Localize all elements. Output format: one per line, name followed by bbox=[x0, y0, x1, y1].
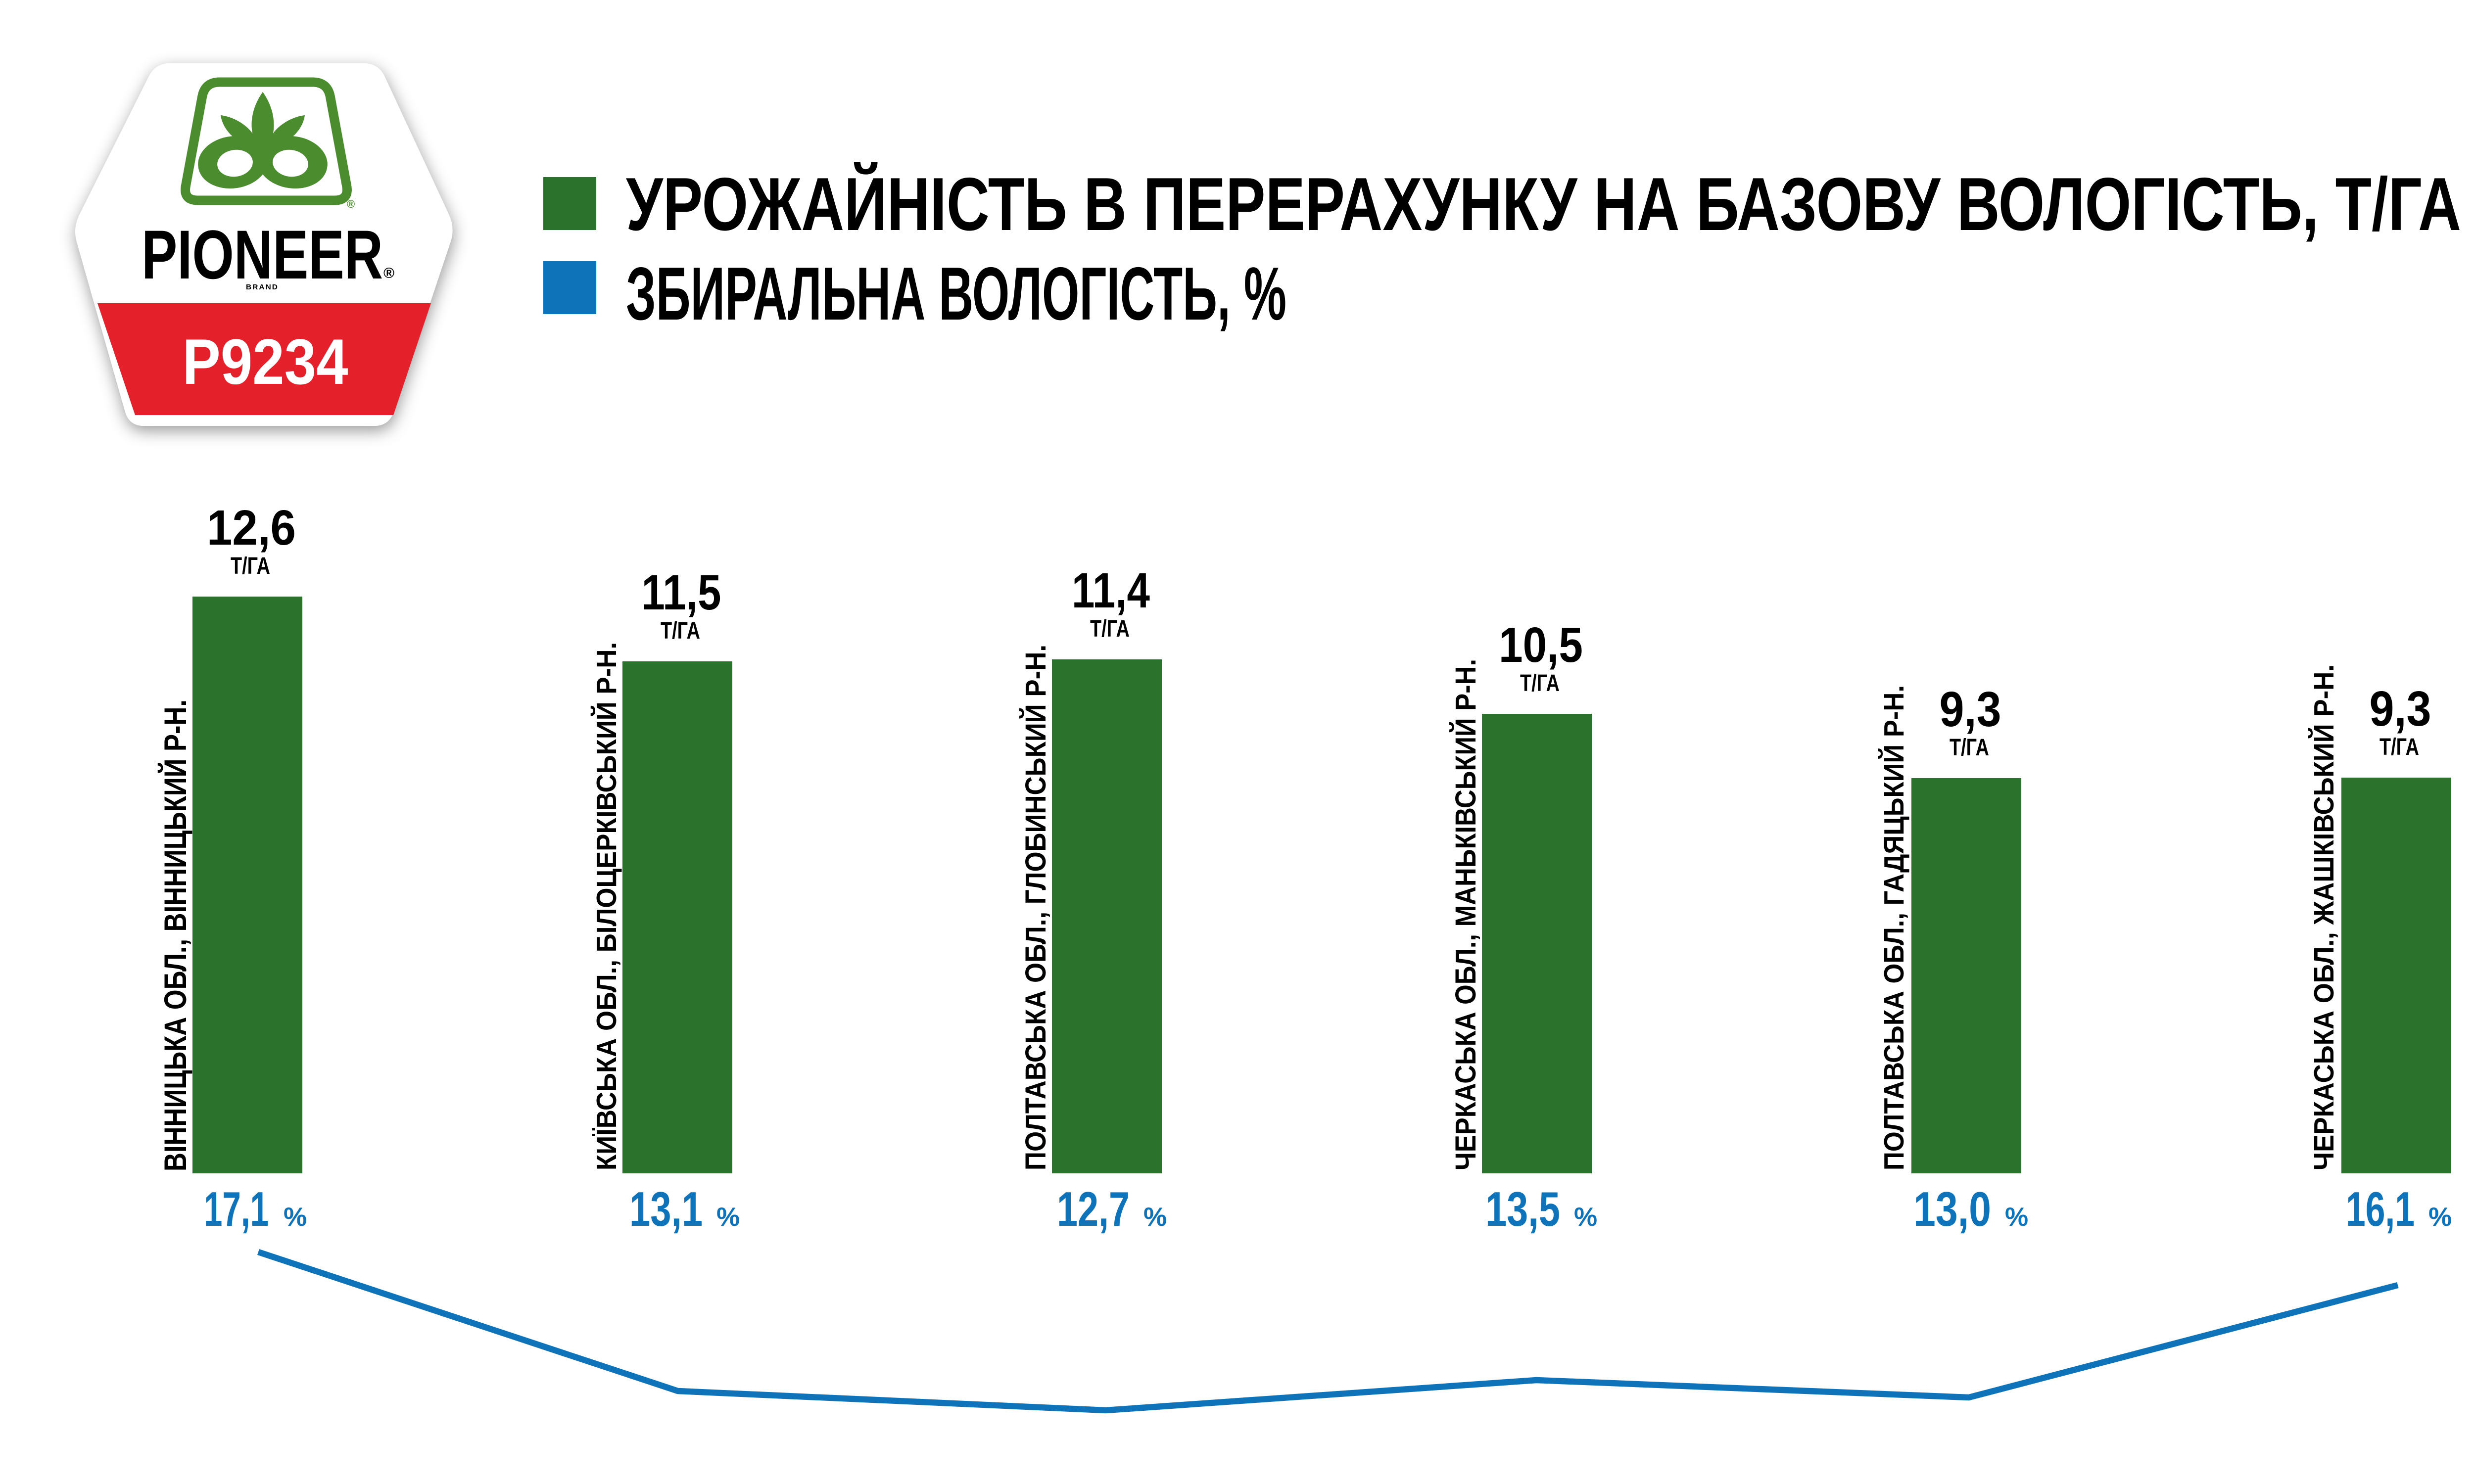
svg-text:11,5: 11,5 bbox=[642, 565, 721, 620]
svg-text:%: % bbox=[1143, 1203, 1167, 1232]
svg-text:ВІННИЦЬКА ОБЛ., ВІННИЦЬКИЙ Р-Н: ВІННИЦЬКА ОБЛ., ВІННИЦЬКИЙ Р-Н. bbox=[158, 699, 193, 1171]
svg-text:%: % bbox=[2005, 1203, 2028, 1232]
svg-text:13,5: 13,5 bbox=[1485, 1182, 1560, 1236]
svg-text:%: % bbox=[284, 1203, 307, 1232]
svg-text:Т/ГА: Т/ГА bbox=[1090, 616, 1130, 642]
svg-text:%: % bbox=[716, 1203, 740, 1232]
svg-text:10,5: 10,5 bbox=[1499, 617, 1583, 673]
svg-text:PIONEER: PIONEER bbox=[142, 216, 383, 293]
svg-text:13,1: 13,1 bbox=[629, 1182, 703, 1236]
svg-text:Т/ГА: Т/ГА bbox=[2379, 734, 2419, 760]
svg-text:ЧЕРКАСЬКА ОБЛ., ЖАШКІВСЬКИЙ Р-: ЧЕРКАСЬКА ОБЛ., ЖАШКІВСЬКИЙ Р-Н. bbox=[2308, 664, 2340, 1170]
svg-text:ПОЛТАВСЬКА ОБЛ., ГЛОБИНСЬКИЙ Р: ПОЛТАВСЬКА ОБЛ., ГЛОБИНСЬКИЙ Р-Н. bbox=[1020, 645, 1052, 1170]
svg-text:ЗБИРАЛЬНА ВОЛОГІСТЬ, %: ЗБИРАЛЬНА ВОЛОГІСТЬ, % bbox=[626, 252, 1286, 336]
svg-text:КИЇВСЬКА ОБЛ., БІЛОЦЕРКІВСЬКИЙ: КИЇВСЬКА ОБЛ., БІЛОЦЕРКІВСЬКИЙ Р-Н. bbox=[590, 642, 622, 1170]
svg-text:ЧЕРКАСЬКА ОБЛ., МАНЬКІВСЬКИЙ Р: ЧЕРКАСЬКА ОБЛ., МАНЬКІВСЬКИЙ Р-Н. bbox=[1450, 659, 1482, 1170]
svg-text:%: % bbox=[2428, 1203, 2452, 1232]
svg-text:УРОЖАЙНІСТЬ В ПЕРЕРАХУНКУ НА Б: УРОЖАЙНІСТЬ В ПЕРЕРАХУНКУ НА БАЗОВУ ВОЛО… bbox=[626, 162, 2461, 246]
svg-text:9,3: 9,3 bbox=[1940, 682, 2001, 737]
svg-text:P9234: P9234 bbox=[183, 325, 348, 398]
svg-text:ПОЛТАВСЬКА ОБЛ., ГАДЯЦЬКИЙ Р-Н: ПОЛТАВСЬКА ОБЛ., ГАДЯЦЬКИЙ Р-Н. bbox=[1878, 685, 1910, 1170]
svg-text:BRAND: BRAND bbox=[246, 283, 279, 291]
svg-text:17,1: 17,1 bbox=[204, 1182, 269, 1236]
svg-text:®: ® bbox=[383, 265, 394, 281]
svg-text:12,6: 12,6 bbox=[207, 500, 296, 556]
svg-text:Т/ГА: Т/ГА bbox=[1520, 670, 1560, 696]
svg-text:16,1: 16,1 bbox=[2346, 1182, 2415, 1236]
svg-text:11,4: 11,4 bbox=[1072, 563, 1150, 618]
svg-text:12,7: 12,7 bbox=[1057, 1182, 1130, 1236]
svg-text:9,3: 9,3 bbox=[2370, 681, 2431, 737]
svg-text:Т/ГА: Т/ГА bbox=[1950, 735, 1989, 761]
svg-text:Т/ГА: Т/ГА bbox=[661, 618, 700, 644]
svg-text:13,0: 13,0 bbox=[1913, 1182, 1991, 1236]
svg-text:%: % bbox=[1574, 1203, 1597, 1232]
svg-text:Т/ГА: Т/ГА bbox=[231, 553, 270, 579]
svg-text:®: ® bbox=[347, 198, 355, 210]
